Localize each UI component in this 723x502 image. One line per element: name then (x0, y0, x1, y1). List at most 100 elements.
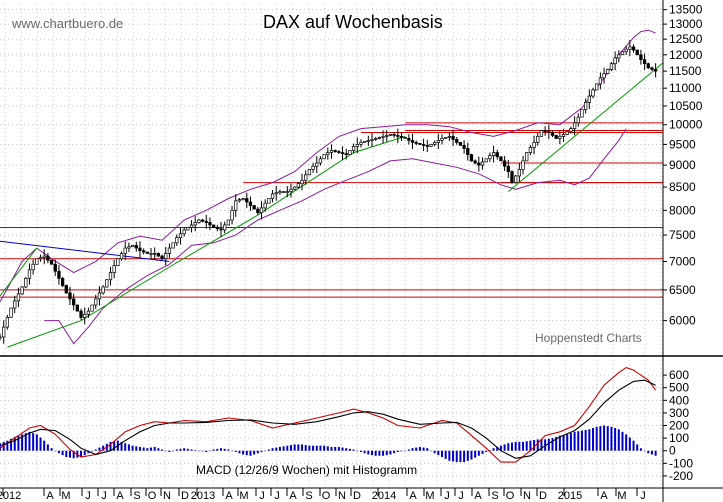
candle-body (53, 263, 57, 272)
histogram-bar (249, 450, 252, 456)
histogram-bar (359, 450, 362, 452)
trend-lines (0, 62, 664, 348)
histogram-bar (109, 441, 112, 451)
candle-body (230, 209, 234, 221)
x-tick-label: S (491, 490, 498, 502)
candle-body (506, 165, 510, 172)
x-tick-label: J (259, 490, 265, 502)
x-tick-label: A (600, 490, 608, 502)
candle-body (517, 169, 521, 177)
x-tick-label: A (116, 490, 124, 502)
x-tick-label: S (305, 490, 312, 502)
histogram-bar (503, 444, 506, 451)
histogram-bar (588, 429, 591, 451)
histogram-bar (315, 445, 318, 451)
candle-body (595, 83, 599, 91)
histogram-bar (444, 450, 447, 459)
histogram-bar (426, 448, 429, 451)
x-tick-label: S (133, 490, 140, 502)
candle-body (208, 222, 212, 226)
histogram-bar (441, 450, 443, 458)
candle-body (245, 198, 249, 203)
candle-body (591, 89, 595, 97)
histogram-bar (356, 450, 359, 452)
histogram-bar (35, 434, 38, 451)
x-axis-labels: 2012AMJJASOND2013AMJJASOND2014AMJJASOND2… (0, 488, 646, 502)
histogram-bar (533, 440, 536, 451)
histogram-bar (404, 450, 407, 452)
candle-body (440, 138, 444, 141)
price-tick-label: 8500 (669, 180, 696, 194)
candle-body (432, 142, 437, 145)
candle-body (653, 69, 658, 72)
candle-body (263, 202, 267, 209)
candle-body (149, 253, 153, 255)
price-tick-label: 10500 (669, 99, 703, 113)
trend-line (7, 135, 406, 348)
price-tick-label: 11500 (669, 64, 702, 78)
histogram-bar (242, 450, 245, 455)
histogram-bar (50, 448, 53, 451)
histogram-bar (400, 450, 403, 452)
candle-body (363, 141, 367, 143)
histogram-bar (227, 449, 230, 451)
histogram-bar (91, 450, 94, 452)
histogram-bar (371, 450, 374, 456)
histogram-bar (470, 450, 473, 460)
candle-body (112, 265, 116, 273)
histogram-bar (525, 441, 528, 451)
x-tick-label: J (101, 490, 107, 502)
trend-line (0, 247, 38, 297)
x-tick-label: O (506, 490, 515, 502)
histogram-bar (558, 435, 561, 451)
support-resistance-lines (0, 122, 663, 298)
candle-body (60, 277, 65, 286)
candle-body (602, 73, 606, 79)
histogram-bar (496, 446, 499, 451)
histogram-bar (234, 450, 237, 452)
histogram-bar (253, 450, 256, 455)
candlesticks (0, 40, 658, 344)
histogram-bar (10, 438, 13, 451)
candle-body (105, 279, 109, 288)
candle-body (536, 136, 540, 143)
histogram-bar (507, 443, 510, 451)
candle-body (42, 255, 46, 258)
histogram-bar (474, 450, 477, 458)
candle-body (285, 191, 289, 193)
candle-body (267, 198, 271, 204)
candle-body (510, 171, 514, 183)
candle-body (646, 63, 650, 69)
candle-body (90, 304, 94, 312)
candle-body (399, 136, 404, 138)
histogram-bar (201, 450, 204, 452)
candle-body (119, 253, 124, 260)
histogram-bar (32, 433, 35, 451)
histogram-bar (312, 445, 315, 451)
histogram-bar (650, 450, 653, 455)
price-tick-label: 6000 (669, 314, 696, 328)
histogram-bar (289, 445, 292, 451)
histogram-bar (367, 450, 370, 455)
candle-body (215, 227, 219, 230)
histogram-bar (643, 450, 646, 452)
price-y-axis: 6000 6500 7000 7500 8000 8500 9000 9500 10000 105… (663, 3, 703, 328)
candle-body (473, 160, 477, 164)
candle-body (175, 237, 179, 244)
candle-body (315, 162, 319, 167)
candle-body (650, 67, 654, 70)
histogram-bar (488, 450, 491, 451)
x-tick-label: N (523, 490, 531, 502)
histogram-bar (415, 447, 418, 451)
histogram-bar (94, 449, 97, 451)
candle-body (2, 326, 6, 338)
histogram-bar (580, 430, 583, 451)
candle-body (256, 208, 260, 214)
histogram-bar (13, 436, 16, 451)
macd-tick-label: 200 (669, 419, 689, 433)
candle-body (421, 144, 426, 146)
histogram-bar (208, 450, 211, 452)
histogram-bar (175, 449, 178, 451)
candle-body (281, 191, 286, 193)
candle-body (68, 292, 72, 300)
